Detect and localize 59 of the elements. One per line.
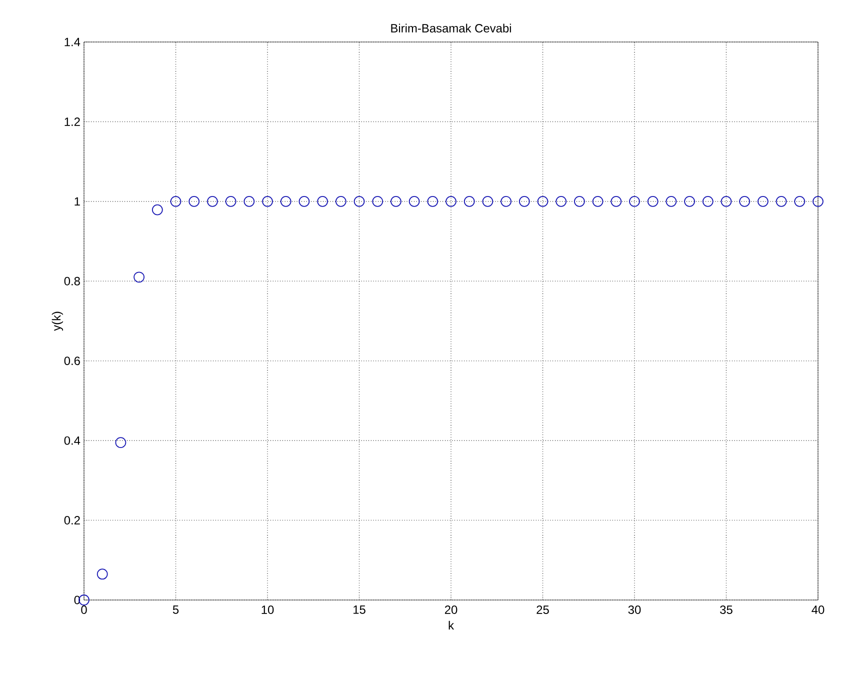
point (720, 196, 732, 207)
x-tick-label: 35 (720, 606, 732, 614)
point (207, 196, 218, 207)
point (739, 196, 750, 207)
point (446, 196, 456, 207)
x-tick-label: 30 (628, 606, 641, 614)
point (702, 196, 714, 207)
point (115, 437, 126, 448)
x-tick-label: 5 (172, 606, 179, 614)
x-tick-label: 20 (444, 606, 458, 614)
y-tick-label: 0.8 (64, 276, 80, 286)
point (188, 196, 200, 207)
y-tick-label: 1 (74, 197, 80, 206)
point (298, 196, 310, 207)
y-tick-label: 1.4 (64, 38, 80, 46)
point (372, 196, 384, 207)
point (666, 196, 677, 207)
point (629, 196, 640, 207)
point (610, 196, 622, 207)
point (390, 196, 402, 207)
y-tick-label: 0.4 (64, 436, 80, 445)
x-tick-label: 10 (262, 606, 274, 614)
x-axis-title: k (448, 620, 454, 630)
point (225, 196, 236, 207)
point (427, 196, 438, 207)
point (280, 196, 292, 207)
point (500, 196, 512, 207)
point (317, 196, 328, 207)
point (758, 196, 768, 207)
chart-title: Birim-Basamak Cevabi (391, 24, 511, 32)
point (170, 196, 182, 207)
point (537, 196, 548, 207)
point (574, 196, 585, 207)
point (794, 196, 806, 207)
y-axis-title: y(k) (52, 312, 64, 331)
point (152, 204, 163, 216)
y-tick-label: 0.2 (64, 516, 80, 525)
point (335, 196, 346, 207)
point (556, 196, 567, 207)
point (408, 196, 420, 207)
y-tick-label: 1.2 (64, 118, 80, 126)
point (96, 568, 108, 580)
point (354, 196, 365, 207)
point (518, 196, 530, 207)
point (482, 196, 494, 207)
point (262, 196, 273, 207)
point (776, 196, 787, 207)
point (244, 196, 255, 207)
x-tick-label: 15 (354, 606, 366, 614)
x-tick-label: 0 (81, 606, 87, 614)
y-tick-label: 0.6 (64, 356, 80, 366)
point (134, 272, 144, 283)
point (812, 196, 824, 207)
x-tick-label: 40 (812, 606, 824, 614)
point (684, 196, 696, 207)
point (647, 196, 658, 207)
point (592, 196, 604, 207)
x-tick-label: 25 (536, 606, 549, 614)
point (464, 196, 475, 207)
